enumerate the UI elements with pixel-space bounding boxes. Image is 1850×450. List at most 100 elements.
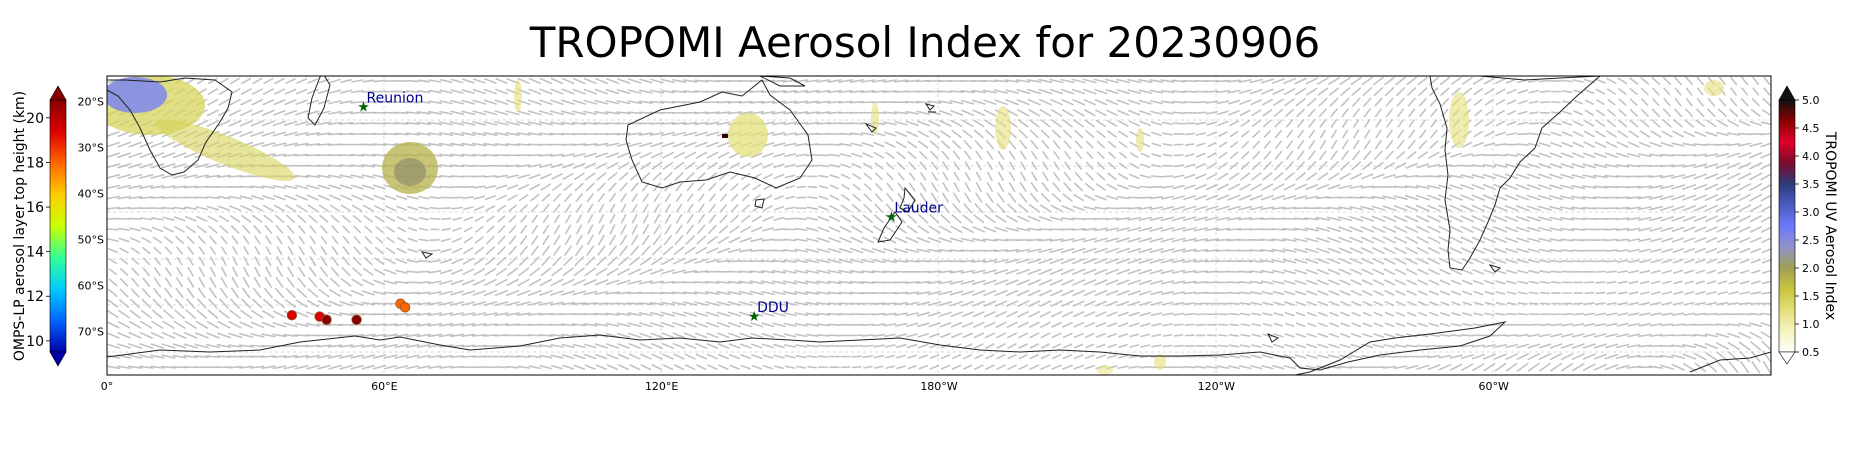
wind-arrow bbox=[763, 194, 773, 201]
wind-arrow bbox=[320, 256, 328, 267]
wind-arrow bbox=[1571, 228, 1586, 231]
wind-arrow bbox=[139, 343, 154, 349]
wind-arrow bbox=[1637, 195, 1652, 200]
wind-arrow bbox=[407, 206, 419, 211]
wind-arrow bbox=[1052, 140, 1061, 149]
wind-arrow bbox=[539, 354, 553, 359]
wind-arrow bbox=[1516, 143, 1529, 146]
wind-arrow bbox=[1606, 77, 1617, 85]
wind-arrow bbox=[1749, 312, 1763, 316]
wind-arrow bbox=[594, 142, 609, 147]
wind-arrow bbox=[1027, 215, 1041, 222]
wind-arrow bbox=[1660, 216, 1674, 222]
wind-arrow bbox=[1339, 343, 1351, 349]
wind-arrow bbox=[874, 365, 884, 369]
wind-arrow bbox=[1526, 216, 1541, 222]
wind-arrow bbox=[1371, 366, 1386, 369]
wind-arrow bbox=[1283, 365, 1296, 370]
wind-arrow bbox=[772, 142, 786, 147]
wind-arrow bbox=[730, 183, 739, 191]
wind-arrow bbox=[107, 141, 120, 148]
wind-arrow bbox=[994, 226, 1008, 233]
wind-arrow bbox=[251, 88, 263, 95]
wind-arrow bbox=[627, 302, 643, 305]
wind-arrow bbox=[131, 277, 140, 287]
wind-arrow bbox=[1704, 194, 1719, 201]
wind-arrow bbox=[974, 203, 984, 214]
wind-arrow bbox=[760, 259, 776, 263]
wind-arrow bbox=[1749, 162, 1763, 170]
wind-arrow bbox=[305, 143, 321, 147]
wind-arrow bbox=[1205, 100, 1219, 104]
wind-arrow bbox=[1504, 173, 1519, 180]
wind-arrow bbox=[805, 111, 820, 115]
wind-arrow bbox=[639, 78, 653, 84]
wind-arrow bbox=[1217, 172, 1229, 180]
wind-arrow bbox=[1305, 77, 1318, 85]
wind-arrow bbox=[1096, 343, 1106, 349]
wind-arrow bbox=[949, 237, 964, 243]
wind-arrow bbox=[1319, 150, 1327, 160]
wind-arrow bbox=[1328, 87, 1340, 96]
wind-arrow bbox=[549, 121, 565, 126]
wind-arrow bbox=[1360, 226, 1375, 233]
wind-arrow bbox=[641, 245, 651, 256]
wind-arrow bbox=[1638, 333, 1652, 338]
wind-arrow bbox=[1038, 78, 1053, 84]
wind-arrow bbox=[1350, 343, 1362, 349]
wind-arrow bbox=[473, 257, 485, 266]
wind-arrow bbox=[1516, 333, 1529, 337]
wind-arrow bbox=[727, 270, 742, 273]
wind-arrow bbox=[351, 194, 364, 201]
wind-arrow bbox=[1172, 184, 1185, 190]
wind-arrow bbox=[783, 322, 797, 327]
wind-arrow bbox=[1483, 344, 1496, 348]
wind-arrow bbox=[1029, 343, 1039, 349]
wind-arrow bbox=[527, 154, 542, 157]
wind-arrow bbox=[1282, 238, 1297, 242]
wind-arrow bbox=[1330, 108, 1338, 118]
wind-arrow bbox=[905, 248, 920, 253]
wind-arrow bbox=[1061, 109, 1074, 117]
wind-arrow bbox=[1740, 269, 1750, 274]
wind-arrow bbox=[982, 259, 998, 264]
wind-arrow bbox=[1629, 108, 1638, 117]
wind-arrow bbox=[916, 236, 930, 244]
wind-arrow bbox=[1739, 280, 1750, 285]
wind-arrow bbox=[1516, 353, 1529, 361]
wind-arrow bbox=[339, 111, 354, 115]
wind-arrow bbox=[1682, 163, 1697, 168]
wind-arrow bbox=[653, 214, 660, 224]
wind-arrow bbox=[618, 364, 630, 371]
wind-arrow bbox=[285, 78, 296, 84]
wind-arrow bbox=[727, 100, 742, 104]
wind-arrow bbox=[438, 153, 454, 157]
wind-arrow bbox=[1460, 344, 1474, 348]
wind-arrow bbox=[1173, 164, 1185, 168]
wind-arrow bbox=[1473, 98, 1483, 106]
wind-arrow bbox=[1728, 291, 1739, 295]
wind-arrow bbox=[1193, 227, 1208, 232]
wind-arrow bbox=[930, 161, 938, 171]
wind-arrow bbox=[250, 195, 264, 200]
wind-arrow bbox=[1050, 300, 1063, 307]
wind-arrow bbox=[882, 302, 898, 306]
wind-arrow bbox=[1375, 129, 1382, 139]
wind-arrow bbox=[1216, 205, 1230, 211]
wind-arrow bbox=[1716, 226, 1729, 233]
wind-arrow bbox=[1741, 87, 1749, 96]
wind-arrow bbox=[783, 312, 797, 317]
wind-arrow bbox=[620, 224, 627, 235]
wind-arrow bbox=[1672, 312, 1685, 316]
wind-arrow bbox=[1649, 216, 1663, 222]
wind-arrow bbox=[198, 256, 205, 266]
wind-arrow bbox=[771, 121, 787, 126]
wind-arrow bbox=[216, 343, 232, 349]
wind-arrow bbox=[1238, 280, 1252, 284]
wind-arrow bbox=[984, 214, 996, 223]
wind-arrow bbox=[551, 173, 563, 180]
wind-arrow bbox=[1660, 364, 1674, 370]
wind-arrow bbox=[1382, 205, 1397, 211]
wind-arrow bbox=[1472, 258, 1485, 265]
wind-arrow bbox=[1330, 119, 1338, 128]
